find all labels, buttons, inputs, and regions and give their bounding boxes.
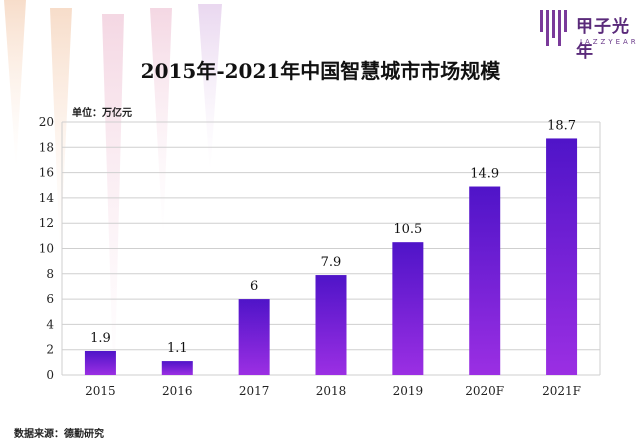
brand-logo: 甲子光年 JAZZYEAR <box>536 8 641 62</box>
x-tick-label: 2019 <box>393 384 424 398</box>
y-tick-label: 4 <box>46 317 54 331</box>
value-label: 1.9 <box>90 331 111 346</box>
bars-logo-icon <box>540 10 567 46</box>
x-axis-ticks: 2015 2016 2017 2018 2019 2020F 2021F <box>85 384 581 398</box>
x-tick-label: 2016 <box>162 384 193 398</box>
y-tick-label: 6 <box>46 292 54 306</box>
bar-2021F <box>546 138 578 375</box>
x-tick-label: 2021F <box>542 384 581 398</box>
value-label: 1.1 <box>167 341 188 356</box>
value-labels: 1.9 1.1 6 7.9 10.5 14.9 18.7 <box>90 118 576 356</box>
bar-2020F <box>469 186 501 375</box>
y-tick-label: 2 <box>46 343 54 357</box>
y-tick-label: 10 <box>39 242 54 256</box>
value-label: 10.5 <box>393 222 422 237</box>
value-label: 14.9 <box>470 167 499 182</box>
y-tick-label: 14 <box>39 191 55 205</box>
value-label: 18.7 <box>547 118 576 133</box>
unit-label: 单位：万亿元 <box>72 108 132 119</box>
y-axis-ticks: 0 2 4 6 8 10 12 14 16 18 20 <box>39 115 55 382</box>
y-tick-label: 12 <box>39 216 54 230</box>
x-tick-label: 2018 <box>316 384 347 398</box>
value-label: 6 <box>250 279 258 294</box>
bars <box>84 138 578 375</box>
grid-lines <box>61 121 601 376</box>
bar-2018 <box>315 275 347 375</box>
value-label: 7.9 <box>321 255 342 270</box>
y-tick-label: 8 <box>46 267 54 281</box>
logo-subname: JAZZYEAR <box>580 38 639 46</box>
y-tick-label: 16 <box>39 166 54 180</box>
bar-2016 <box>161 361 193 375</box>
x-tick-label: 2020F <box>465 384 504 398</box>
x-tick-label: 2017 <box>239 384 270 398</box>
y-tick-label: 18 <box>39 140 54 154</box>
x-tick-label: 2015 <box>85 384 116 398</box>
y-tick-label: 20 <box>39 115 54 129</box>
chart-title: 2015年-2021年中国智慧城市市场规模 <box>140 59 501 83</box>
bar-2019 <box>392 242 424 375</box>
bar-2017 <box>238 299 270 375</box>
y-tick-label: 0 <box>46 368 54 382</box>
logo-name: 甲子光年 <box>576 17 630 62</box>
bar-2015 <box>84 350 116 375</box>
data-source: 数据来源：德勤研究 <box>14 429 104 440</box>
